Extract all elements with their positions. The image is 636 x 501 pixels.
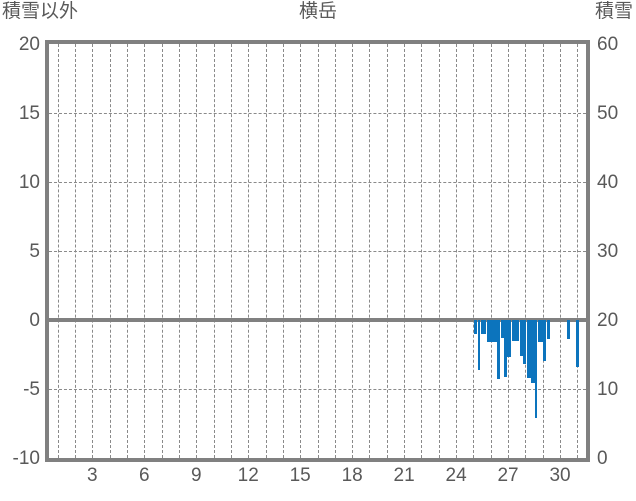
bar bbox=[522, 320, 527, 365]
x-axis-tick-label: 9 bbox=[190, 465, 202, 486]
gridline-horizontal bbox=[49, 113, 586, 114]
x-axis-tick-label: 24 bbox=[445, 465, 467, 486]
x-axis-tick-label: 6 bbox=[138, 465, 150, 486]
left-axis-tick-label: 10 bbox=[18, 172, 40, 193]
plot-area bbox=[45, 40, 590, 462]
bar bbox=[526, 320, 531, 378]
x-axis-tick-label: 30 bbox=[549, 465, 571, 486]
bar bbox=[487, 320, 497, 343]
chart-title: 横岳 bbox=[298, 1, 337, 22]
x-axis-tick-label: 21 bbox=[393, 465, 415, 486]
right-axis-tick-label: 20 bbox=[597, 310, 619, 331]
gridline-horizontal bbox=[49, 389, 586, 390]
right-axis-tick-label: 0 bbox=[597, 448, 608, 469]
bar bbox=[504, 320, 507, 377]
bar bbox=[496, 320, 500, 380]
zero-baseline bbox=[49, 318, 586, 322]
bar bbox=[537, 320, 544, 343]
x-axis-tick-label: 18 bbox=[341, 465, 363, 486]
bar bbox=[474, 320, 478, 334]
bar bbox=[507, 320, 512, 358]
bar bbox=[500, 320, 504, 338]
plot-inner bbox=[49, 44, 586, 458]
x-axis-tick-label: 12 bbox=[237, 465, 259, 486]
left-axis-tick-label: 15 bbox=[18, 103, 40, 124]
bar bbox=[546, 320, 550, 340]
left-axis-tick-label: 20 bbox=[18, 34, 40, 55]
x-axis-tick-label: 15 bbox=[289, 465, 311, 486]
bar bbox=[575, 320, 579, 367]
left-axis-tick-label: 5 bbox=[29, 241, 40, 262]
bar bbox=[511, 320, 520, 341]
bar bbox=[477, 320, 481, 370]
right-axis-tick-label: 30 bbox=[597, 241, 619, 262]
x-axis-tick-label: 3 bbox=[87, 465, 98, 486]
gridline-horizontal bbox=[49, 182, 586, 183]
bar bbox=[481, 320, 487, 334]
bar bbox=[543, 320, 547, 362]
x-axis-tick-label: 27 bbox=[497, 465, 519, 486]
left-axis-tick-label: 0 bbox=[29, 310, 40, 331]
right-axis-title: 積雪 bbox=[594, 1, 633, 22]
bar bbox=[530, 320, 535, 384]
right-axis-tick-label: 60 bbox=[597, 34, 619, 55]
bar bbox=[519, 320, 523, 356]
right-axis-tick-label: 10 bbox=[597, 379, 619, 400]
left-axis-tick-label: -5 bbox=[23, 379, 40, 400]
right-axis-tick-label: 50 bbox=[597, 103, 619, 124]
left-axis-tick-label: -10 bbox=[12, 448, 40, 469]
bar bbox=[535, 320, 538, 418]
bar bbox=[567, 320, 570, 340]
right-axis-tick-label: 40 bbox=[597, 172, 619, 193]
gridline-horizontal bbox=[49, 251, 586, 252]
left-axis-title: 積雪以外 bbox=[2, 1, 79, 22]
